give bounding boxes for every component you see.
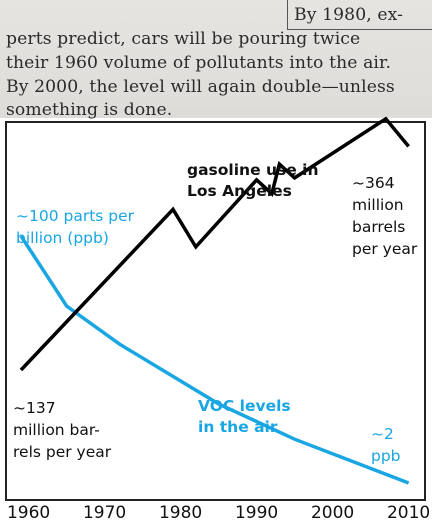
newspaper-clipping: By 1980, ex- perts predict, cars will be… xyxy=(0,0,432,120)
clipping-line: By 1980, ex- xyxy=(294,5,404,25)
voc-series-line xyxy=(19,235,410,485)
x-tick-label: 2000 xyxy=(310,503,355,523)
gasoline-start-label: ~137 million bar- rels per year xyxy=(13,399,112,461)
x-tick-label: 1960 xyxy=(6,503,51,523)
x-tick-label: 1990 xyxy=(234,503,279,523)
gasoline-series-title: gasoline use in Los Angeles xyxy=(187,161,319,200)
x-tick-label: 1970 xyxy=(82,503,127,523)
x-tick-label: 2010 xyxy=(386,503,431,523)
voc-series-title: VOC levels in the air xyxy=(198,397,291,436)
gasoline-end-label: ~364 million barrels per year xyxy=(352,174,418,258)
clipping-line: By 2000, the level will again double—unl… xyxy=(6,77,395,97)
clipping-line: perts predict, cars will be pouring twic… xyxy=(6,29,361,49)
clipping-line: something is done. xyxy=(6,100,173,120)
voc-start-label: ~100 parts per billion (ppb) xyxy=(16,207,135,247)
gasoline-series-line xyxy=(19,116,410,372)
x-tick-label: 1980 xyxy=(158,503,203,523)
voc-end-label: ~2 ppb xyxy=(371,425,401,465)
clipping-border xyxy=(287,0,432,30)
clipping-line: their 1960 volume of pollutants into the… xyxy=(6,53,392,73)
